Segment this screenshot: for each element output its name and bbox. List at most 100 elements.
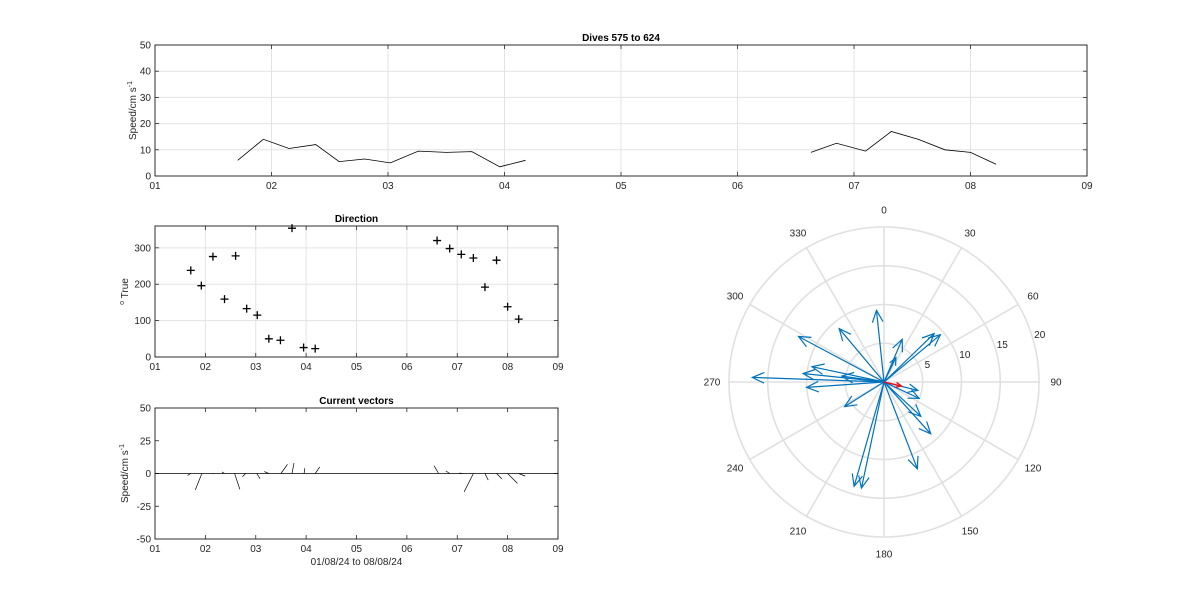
current-vector-arrow-head — [801, 368, 816, 381]
x-tick-label: 08 — [965, 181, 977, 192]
polar-angle-label: 210 — [790, 526, 807, 537]
current-vector-arrow — [883, 381, 932, 435]
polar-spoke — [805, 247, 885, 383]
x-tick-label: 06 — [732, 181, 744, 192]
mean-vector-arrow — [883, 381, 902, 387]
polar-angle-label: 120 — [1025, 464, 1042, 475]
direction-point — [514, 315, 523, 324]
polar-compass-chart: 0 30 60 90 120 150 180 210 240 270 300 330 5 10 15 20 — [704, 206, 1062, 561]
speed-series-line — [237, 138, 526, 168]
current-vector-stick — [256, 473, 261, 479]
polar-spoke — [749, 381, 885, 461]
x-tick-label: 03 — [250, 544, 262, 555]
y-tick-label: 30 — [140, 93, 152, 104]
polar-radius-label: 5 — [925, 360, 931, 371]
y-tick-label: 0 — [145, 469, 151, 480]
y-tick-label: -50 — [137, 535, 152, 546]
current-vector-stick — [496, 473, 503, 479]
direction-point — [480, 283, 489, 292]
current-vector-arrow-head — [750, 371, 765, 384]
polar-spoke — [883, 247, 963, 383]
y-axis-label: Speed/cm s-1 — [119, 444, 131, 503]
chart-title: Current vectors — [319, 396, 394, 407]
current-vector-arrow-head — [889, 356, 897, 366]
current-vector-stick — [518, 473, 526, 477]
current-vector-stick — [234, 473, 241, 490]
current-vector-arrow — [838, 328, 885, 383]
y-tick-label: 100 — [134, 316, 151, 327]
current-vector-arrow-head — [892, 337, 903, 353]
polar-spoke — [883, 303, 1019, 383]
current-vector-stick — [303, 468, 306, 474]
x-tick-label: 04 — [499, 181, 511, 192]
current-vector-arrow-head — [797, 335, 812, 348]
direction-point — [231, 251, 240, 260]
polar-angle-label: 180 — [876, 550, 893, 561]
polar-radius-label: 20 — [1034, 330, 1046, 341]
x-tick-label: 01 — [149, 362, 161, 373]
x-tick-label: 01 — [149, 544, 161, 555]
direction-point — [288, 224, 297, 233]
y-tick-label: 10 — [140, 145, 152, 156]
current-vector-arrow — [883, 381, 920, 399]
y-axis-label: o True — [119, 278, 131, 305]
polar-radius-label: 15 — [997, 340, 1009, 351]
current-vector-arrow — [844, 381, 885, 408]
x-tick-label: 05 — [615, 181, 627, 192]
current-vector-arrow — [853, 381, 885, 487]
current-vector-stick — [314, 466, 321, 474]
current-vector-arrow-head — [858, 475, 870, 490]
current-vector-stick — [242, 473, 246, 478]
current-vector-arrow — [883, 381, 922, 417]
x-tick-label: 09 — [552, 544, 564, 555]
polar-angle-label: 150 — [962, 526, 979, 537]
x-tick-label: 02 — [200, 362, 212, 373]
polar-angle-label: 60 — [1027, 292, 1039, 303]
current-vector-arrow-head — [907, 455, 919, 471]
direction-point — [299, 343, 308, 352]
x-tick-label: 04 — [301, 544, 313, 555]
direction-point — [253, 311, 262, 320]
x-tick-label: 08 — [502, 362, 514, 373]
x-tick-label: 05 — [351, 362, 363, 373]
current-vector-arrow-head — [907, 383, 920, 393]
current-vector-arrow — [752, 376, 885, 383]
current-vector-arrow-head — [927, 333, 942, 347]
x-tick-label: 03 — [250, 362, 262, 373]
current-vector-arrow-head — [871, 308, 884, 323]
current-vector-stick — [445, 470, 450, 474]
plot-frame — [154, 44, 1088, 177]
current-vector-stick — [291, 462, 295, 474]
direction-point — [264, 334, 273, 343]
x-tick-label: 07 — [452, 362, 464, 373]
y-tick-label: 0 — [145, 353, 151, 364]
polar-angle-label: 240 — [727, 464, 744, 475]
x-tick-label: 07 — [452, 544, 464, 555]
chart-title: Direction — [335, 214, 378, 225]
polar-angle-label: 270 — [704, 378, 721, 389]
y-tick-label: 20 — [140, 119, 152, 130]
current-vector-stick — [187, 473, 191, 476]
direction-point — [242, 304, 251, 313]
y-axis-label: Speed/cm s-1 — [127, 81, 139, 140]
x-tick-label: 03 — [382, 181, 394, 192]
x-tick-label: 06 — [401, 362, 413, 373]
direction-point — [208, 252, 217, 261]
current-vector-stick — [264, 471, 269, 474]
current-vector-stick — [463, 473, 474, 492]
polar-angle-label: 90 — [1050, 378, 1062, 389]
current-vector-stick — [484, 473, 489, 481]
x-tick-label: 02 — [200, 544, 212, 555]
current-vector-arrow — [798, 335, 885, 383]
polar-spoke — [805, 381, 885, 517]
direction-point — [445, 244, 454, 253]
x-tick-label: 01 — [149, 181, 161, 192]
current-vector-stick — [507, 473, 518, 484]
current-vector-arrow — [883, 333, 935, 383]
current-vector-arrow-head — [805, 380, 820, 393]
polar-angle-label: 300 — [727, 292, 744, 303]
y-tick-label: 50 — [140, 404, 152, 415]
current-vector-arrow-head — [810, 363, 825, 375]
polar-angle-label: 330 — [790, 229, 807, 240]
